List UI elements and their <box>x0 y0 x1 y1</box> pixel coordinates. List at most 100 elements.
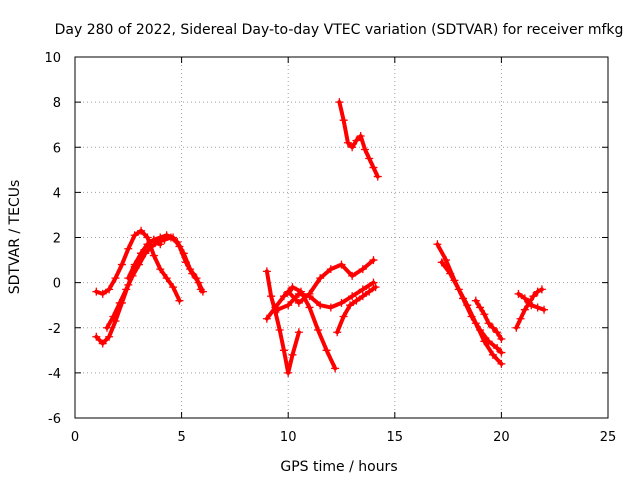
data-point <box>352 136 361 145</box>
chart-title: Day 280 of 2022, Sidereal Day-to-day VTE… <box>55 22 624 38</box>
data-point <box>339 116 348 125</box>
data-point <box>156 265 165 274</box>
data-point <box>540 305 549 314</box>
data-point <box>476 303 485 312</box>
data-point <box>360 145 369 154</box>
data-point <box>369 278 378 287</box>
data-point <box>497 335 506 344</box>
data-point <box>346 301 355 310</box>
data-point <box>471 319 480 328</box>
data-point <box>480 337 489 346</box>
data-point <box>294 289 303 298</box>
data-point <box>115 298 124 307</box>
data-point <box>111 274 120 283</box>
data-point <box>262 314 271 323</box>
data-point <box>143 233 152 242</box>
series-arc-8 <box>284 256 378 307</box>
data-point <box>109 312 118 321</box>
data-point <box>533 287 542 296</box>
data-point <box>454 285 463 294</box>
data-point <box>337 298 346 307</box>
data-point <box>369 163 378 172</box>
data-point <box>446 269 455 278</box>
data-point <box>512 323 521 332</box>
data-point <box>339 312 348 321</box>
data-point <box>497 359 506 368</box>
data-point <box>137 226 146 235</box>
y-tick-label: -6 <box>48 412 61 427</box>
data-point <box>288 283 297 292</box>
y-tick-label: -4 <box>48 367 61 382</box>
data-point <box>497 348 506 357</box>
y-tick-label: 0 <box>53 277 61 292</box>
x-tick-label: 0 <box>71 430 79 445</box>
y-tick-label: 10 <box>44 51 61 66</box>
data-point <box>331 364 340 373</box>
data-point <box>273 305 282 314</box>
data-point <box>537 285 546 294</box>
data-point <box>358 292 367 301</box>
data-point <box>279 346 288 355</box>
series-line <box>337 100 380 179</box>
data-point <box>337 260 346 269</box>
data-point <box>314 326 323 335</box>
data-point <box>143 240 152 249</box>
data-point <box>326 303 335 312</box>
data-point <box>527 301 536 310</box>
data-point <box>130 260 139 269</box>
data-point <box>175 242 184 251</box>
data-point <box>122 285 131 294</box>
data-point <box>326 265 335 274</box>
data-point <box>124 274 133 283</box>
data-point <box>98 289 107 298</box>
data-point <box>147 242 156 251</box>
data-point <box>267 292 276 301</box>
data-series-group <box>92 98 549 377</box>
y-tick-label: 8 <box>53 96 61 111</box>
axis-ticks: 0 5 10 15 20 25 -6 -4 -2 0 2 4 6 8 10 <box>44 51 616 445</box>
data-point <box>275 326 284 335</box>
data-point <box>137 249 146 258</box>
series-arc-15 <box>514 289 549 314</box>
y-tick-label: 2 <box>53 232 61 247</box>
series-line <box>94 228 182 303</box>
series-arc-12 <box>437 258 506 368</box>
data-point <box>188 269 197 278</box>
series-arc-10 <box>335 98 382 181</box>
data-point <box>149 251 158 260</box>
data-point <box>516 314 525 323</box>
data-point <box>348 271 357 280</box>
data-point <box>441 256 450 265</box>
y-tick-label: -2 <box>48 322 61 337</box>
series-arc-1 <box>92 226 184 305</box>
series-line <box>439 260 504 366</box>
data-point <box>533 303 542 312</box>
data-point <box>181 258 190 267</box>
series-arc-4 <box>124 231 207 296</box>
y-tick-label: 4 <box>53 186 61 201</box>
data-point <box>175 296 184 305</box>
data-point <box>463 301 472 310</box>
x-tick-label: 10 <box>280 430 297 445</box>
series-arc-13 <box>471 296 506 344</box>
data-point <box>194 278 203 287</box>
data-point <box>169 283 178 292</box>
series-line <box>264 269 301 375</box>
y-tick-label: 6 <box>53 141 61 156</box>
data-point <box>92 332 101 341</box>
data-point <box>117 260 126 269</box>
data-point <box>294 298 303 307</box>
data-point <box>352 296 361 305</box>
x-axis-label: GPS time / hours <box>280 459 397 475</box>
data-point <box>488 350 497 359</box>
x-tick-label: 20 <box>493 430 510 445</box>
data-point <box>92 287 101 296</box>
data-point <box>371 283 380 292</box>
data-point <box>365 154 374 163</box>
data-point <box>480 310 489 319</box>
x-tick-label: 15 <box>387 430 404 445</box>
data-point <box>488 323 497 332</box>
data-point <box>356 131 365 140</box>
data-point <box>514 289 523 298</box>
